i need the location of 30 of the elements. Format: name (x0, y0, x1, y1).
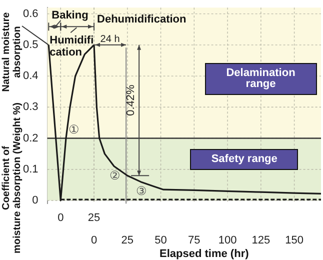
y-tick-label: 0 (32, 194, 38, 207)
x-tick-label: 0 (90, 234, 98, 246)
y-tick-label: 0.5 (22, 38, 38, 51)
label-box: Safety range (190, 148, 298, 170)
y-tick-label: 0.6 (22, 8, 38, 20)
annotation: ③ (136, 184, 147, 198)
x-tick-label: 150 (285, 234, 304, 246)
y-tick-label: 0.2 (22, 132, 38, 144)
x2-tick-label: 25 (88, 212, 100, 224)
x-tick-label: 100 (218, 234, 237, 246)
label-box: Delamination range (204, 62, 317, 95)
annotation: Natural moisture absorption (1, 12, 23, 92)
x-tick-label: 25 (121, 234, 134, 246)
annotation: ② (110, 168, 121, 183)
y-axis-title: Coefficient of moisture absorption (Weight %) (1, 102, 23, 254)
annotation: Humidification (50, 34, 94, 59)
annotation: Baking (52, 10, 88, 22)
annotation: 24 h (100, 34, 120, 45)
x-tick-label: 125 (252, 234, 270, 246)
annotation: Dehumidification (97, 14, 187, 26)
x-axis-title: Elapsed time (hr) (160, 248, 250, 260)
annotation: 0.42% (125, 84, 138, 116)
y-tick-label: 0.4 (22, 70, 38, 82)
x-tick-label: 50 (154, 234, 167, 246)
y-tick-label: 0.1 (22, 163, 38, 176)
band-label: Delamination range (225, 66, 296, 90)
x-tick-label: 75 (188, 234, 200, 246)
x2-tick-label: 0 (58, 212, 64, 224)
y-tick-label: 0.3 (22, 101, 38, 114)
annotation: ① (68, 122, 80, 137)
